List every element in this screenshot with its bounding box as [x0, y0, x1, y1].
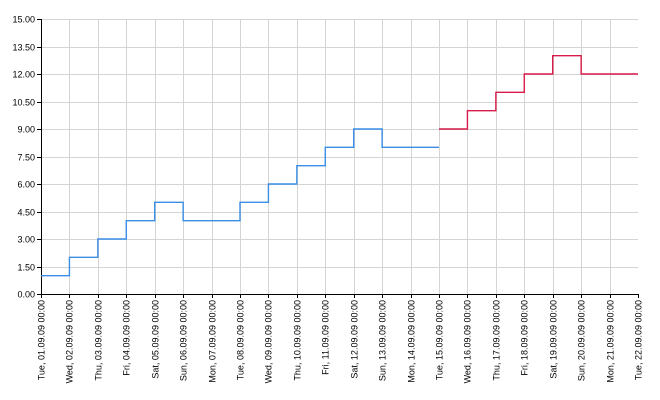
y-tick-label: 0.00	[17, 290, 35, 300]
y-tick-label: 13.50	[12, 43, 35, 53]
series-1-line	[41, 128, 439, 277]
x-tick-label: Sat, 19.09.09 00:00	[549, 300, 559, 379]
x-tick-label: Sun, 06.09.09 00:00	[179, 300, 189, 381]
x-tick-label: Sun, 13.09.09 00:00	[378, 300, 388, 381]
y-tick-label: 6.00	[17, 180, 35, 190]
x-tick-label: Mon, 21.09.09 00:00	[606, 300, 616, 383]
series-2-line	[439, 54, 638, 130]
x-tick-label: Sun, 20.09.09 00:00	[577, 300, 587, 381]
grid-lines	[41, 19, 638, 294]
y-tick-label: 15.00	[12, 15, 35, 25]
x-tick-label: Thu, 03.09.09 00:00	[94, 300, 104, 381]
tick-labels: 0.00 1.50 3.00 4.50 6.00 7.50 9.00 10.50 12.00 13…	[12, 15, 643, 384]
x-tick-label: Mon, 07.09.09 00:00	[208, 300, 218, 383]
x-tick-label: Tue, 15.09.09 00:00	[435, 300, 445, 380]
y-tick-label: 1.50	[17, 263, 35, 273]
x-tick-label: Wed, 16.09.09 00:00	[463, 300, 473, 383]
x-tick-label: Mon, 14.09.09 00:00	[407, 300, 417, 383]
y-tick-label: 10.50	[12, 98, 35, 108]
x-tick-label: Sat, 05.09.09 00:00	[151, 300, 161, 379]
y-tick-label: 7.50	[17, 153, 35, 163]
x-tick-label: Thu, 10.09.09 00:00	[293, 300, 303, 381]
x-tick-label: Fri, 11.09.09 00:00	[321, 300, 331, 375]
x-tick-label: Tue, 01.09.09 00:00	[37, 300, 47, 380]
x-tick-label: Wed, 02.09.09 00:00	[65, 300, 75, 383]
axes	[37, 19, 639, 298]
y-tick-label: 12.00	[12, 70, 35, 80]
x-tick-label: Tue, 08.09.09 00:00	[236, 300, 246, 380]
y-tick-label: 4.50	[17, 208, 35, 218]
x-tick-label: Tue, 22.09.09 00:00	[634, 300, 644, 380]
x-tick-label: Fri, 04.09.09 00:00	[122, 300, 132, 376]
x-tick-label: Fri, 18.09.09 00:00	[520, 300, 530, 376]
x-tick-label: Wed, 09.09.09 00:00	[264, 300, 274, 383]
y-tick-label: 3.00	[17, 235, 35, 245]
y-tick-label: 9.00	[17, 125, 35, 135]
x-tick-label: Thu, 17.09.09 00:00	[492, 300, 502, 381]
series-lines	[41, 54, 638, 277]
x-tick-label: Sat, 12.09.09 00:00	[350, 300, 360, 379]
